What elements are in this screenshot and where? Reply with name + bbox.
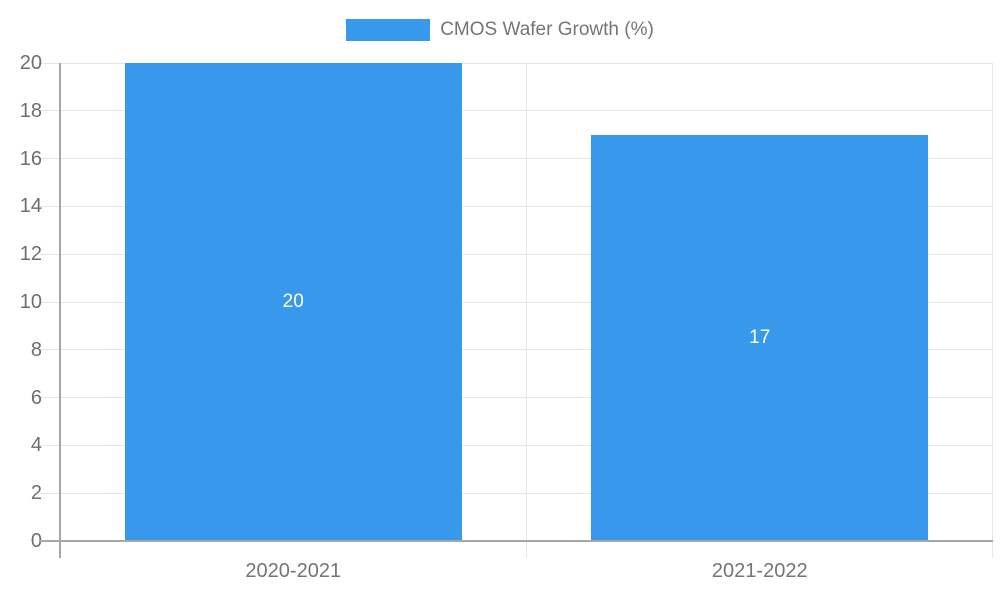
gridline-y-18 — [40, 110, 993, 112]
gridline-y-6 — [40, 397, 993, 399]
gridline-x-2 — [991, 63, 993, 558]
x-axis-baseline — [40, 540, 993, 542]
bar-2020-2021[interactable]: 20 — [124, 63, 462, 541]
y-tick-label-18: 18 — [19, 99, 42, 122]
y-tick-label-10: 10 — [19, 291, 42, 313]
y-tick-label-4: 4 — [30, 434, 42, 457]
bar-2021-2022[interactable]: 17 — [591, 134, 929, 541]
y-tick-label-2: 2 — [30, 482, 42, 505]
y-axis-line — [59, 63, 61, 558]
y-tick-label-20: 20 — [19, 52, 42, 74]
y-tick-label-12: 12 — [19, 243, 42, 266]
legend-swatch — [346, 19, 431, 41]
x-tick-label-2021-2022: 2021-2022 — [711, 560, 808, 582]
gridline-y-16 — [40, 158, 993, 160]
gridline-y-20 — [40, 62, 993, 64]
legend-item[interactable]: CMOS Wafer Growth (%) — [0, 19, 1000, 41]
gridline-y-2 — [40, 492, 993, 494]
y-tick-label-8: 8 — [30, 338, 42, 361]
gridline-y-8 — [40, 349, 993, 351]
bar-value-label-2020-2021: 20 — [282, 291, 304, 312]
y-tick-label-14: 14 — [19, 195, 42, 218]
y-tick-label-16: 16 — [19, 147, 42, 170]
bar-value-label-2021-2022: 17 — [749, 326, 771, 348]
y-tick-label-0: 0 — [30, 530, 42, 552]
gridline-y-4 — [40, 444, 993, 446]
gridline-y-14 — [40, 205, 993, 207]
gridline-y-10 — [40, 301, 993, 303]
legend-label: CMOS Wafer Growth (%) — [440, 19, 654, 40]
y-tick-label-6: 6 — [30, 386, 42, 409]
x-tick-label-2020-2021: 2020-2021 — [245, 560, 342, 582]
gridline-y-12 — [40, 253, 993, 255]
gridline-x-1 — [526, 63, 527, 558]
plot-area: 0 2 4 6 8 10 12 14 16 18 20 20 17 2020-2021 2021-2022 — [20, 52, 993, 582]
